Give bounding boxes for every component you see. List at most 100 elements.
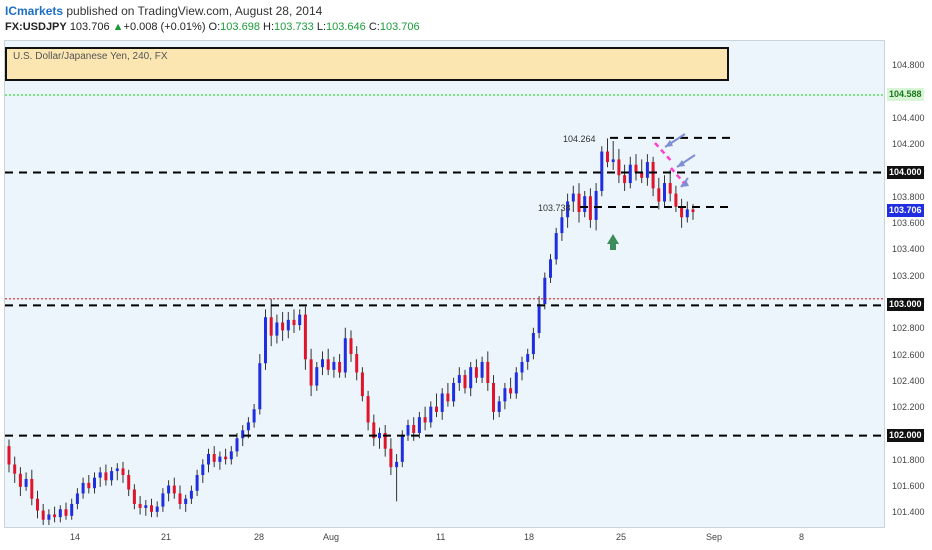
- candle-body: [195, 475, 199, 491]
- candle-body: [235, 438, 239, 452]
- x-tick-label: 8: [799, 532, 805, 542]
- y-tick-label: 101.400: [892, 507, 925, 518]
- candle-body: [531, 333, 535, 355]
- candle-body: [24, 478, 28, 487]
- publish-text: published on TradingView.com, August 28,…: [63, 4, 323, 18]
- candle-body: [161, 493, 165, 507]
- y-tick-label: 103.200: [892, 270, 925, 281]
- candle-body: [321, 359, 324, 368]
- candle-body: [668, 183, 672, 194]
- candle-body: [383, 432, 387, 449]
- candle-body: [53, 514, 57, 518]
- candle-body: [269, 317, 273, 336]
- candle-body: [628, 164, 632, 184]
- last-price: 103.706: [69, 21, 110, 33]
- candle-body: [127, 475, 131, 490]
- candle-body: [617, 159, 621, 176]
- candle-body: [309, 359, 313, 386]
- candle-body: [144, 505, 148, 508]
- candle-body: [457, 375, 461, 383]
- annotation-label: 104.264: [563, 134, 596, 144]
- candle-body: [70, 503, 74, 516]
- price-tag-104.000: 104.000: [887, 165, 924, 179]
- high-label: H:: [263, 21, 274, 33]
- candle-body: [583, 196, 587, 213]
- x-tick-label: 25: [616, 532, 627, 542]
- candle-body: [543, 277, 547, 305]
- y-tick-label: 104.400: [892, 112, 925, 123]
- x-tick-label: 11: [436, 532, 446, 542]
- candle-body: [110, 471, 114, 481]
- open-label: O:: [208, 21, 221, 33]
- x-tick-label: 28: [254, 532, 265, 542]
- candle-body: [588, 196, 592, 220]
- chart-plot-area[interactable]: 104.264 103.738: [4, 40, 885, 528]
- candle-body: [520, 361, 524, 373]
- candle-body: [423, 417, 427, 423]
- candle-body: [150, 505, 153, 512]
- candle-body: [343, 338, 347, 373]
- close-value: 103.706: [379, 21, 420, 33]
- price-axis[interactable]: 101.400 101.600 101.800 102.000 102.200 102.4…: [885, 40, 932, 528]
- candle-body: [623, 175, 627, 184]
- candle-body: [560, 217, 564, 234]
- candle-body: [514, 372, 518, 394]
- candle-body: [389, 448, 393, 468]
- candle-body: [172, 485, 176, 494]
- candle-body: [258, 363, 262, 410]
- chart-header: ICmarkets published on TradingView.com, …: [0, 0, 932, 40]
- candle-body: [264, 317, 267, 364]
- symbol-label[interactable]: FX:USDJPY: [5, 21, 67, 33]
- publish-line: ICmarkets published on TradingView.com, …: [5, 4, 322, 18]
- candle-body: [577, 193, 581, 213]
- candle-body: [332, 361, 336, 370]
- candle-body: [41, 510, 45, 520]
- low-value: 103.646: [326, 21, 366, 33]
- candle-body: [685, 209, 689, 218]
- x-tick-label: Aug: [323, 532, 340, 542]
- up-arrow-icon: ▲: [112, 21, 124, 33]
- candle-body: [132, 489, 136, 504]
- candle-body: [229, 451, 233, 460]
- candle-body: [571, 193, 575, 202]
- x-tick-label: 14: [70, 532, 81, 542]
- candle-body: [474, 367, 478, 378]
- x-tick-label: Sep: [706, 532, 723, 542]
- candle-body: [338, 361, 342, 373]
- author-link[interactable]: ICmarkets: [5, 4, 64, 18]
- candle-body: [286, 319, 290, 331]
- time-axis[interactable]: 14 21 28 Aug 11 18 25 Sep 8: [4, 528, 885, 550]
- ohlc-line: FX:USDJPY 103.706 ▲+0.008 (+0.01%) O:103…: [5, 21, 420, 33]
- candle-body: [218, 456, 222, 462]
- pink-trend-line: [654, 142, 674, 164]
- y-tick-label: 103.800: [892, 191, 925, 202]
- y-tick-label: 104.200: [892, 139, 925, 150]
- candle-body: [486, 361, 490, 383]
- candle-body: [349, 338, 353, 355]
- candle-body: [167, 485, 171, 494]
- candle-body: [201, 464, 205, 476]
- candle-body: [446, 393, 450, 402]
- candle-body: [87, 482, 91, 489]
- x-tick-label: 21: [161, 532, 172, 542]
- candle-body: [600, 151, 604, 191]
- candle-body: [47, 514, 51, 520]
- candle-body: [634, 164, 638, 173]
- candle-body: [663, 183, 666, 202]
- pink-trend-line: [670, 167, 685, 184]
- candle-body: [606, 151, 609, 163]
- candle-body: [594, 190, 598, 220]
- y-tick-label: 103.400: [892, 244, 925, 255]
- candle-body: [75, 493, 79, 504]
- candle-body: [36, 498, 39, 511]
- candle-body: [252, 409, 256, 423]
- candle-body: [81, 482, 85, 494]
- candle-body: [98, 472, 102, 478]
- candle-body: [355, 354, 359, 373]
- candle-body: [360, 372, 364, 397]
- candle-body: [492, 382, 495, 412]
- candle-body: [224, 456, 228, 460]
- candle-body: [549, 259, 552, 278]
- candle-body: [435, 406, 438, 412]
- candle-body: [138, 503, 142, 508]
